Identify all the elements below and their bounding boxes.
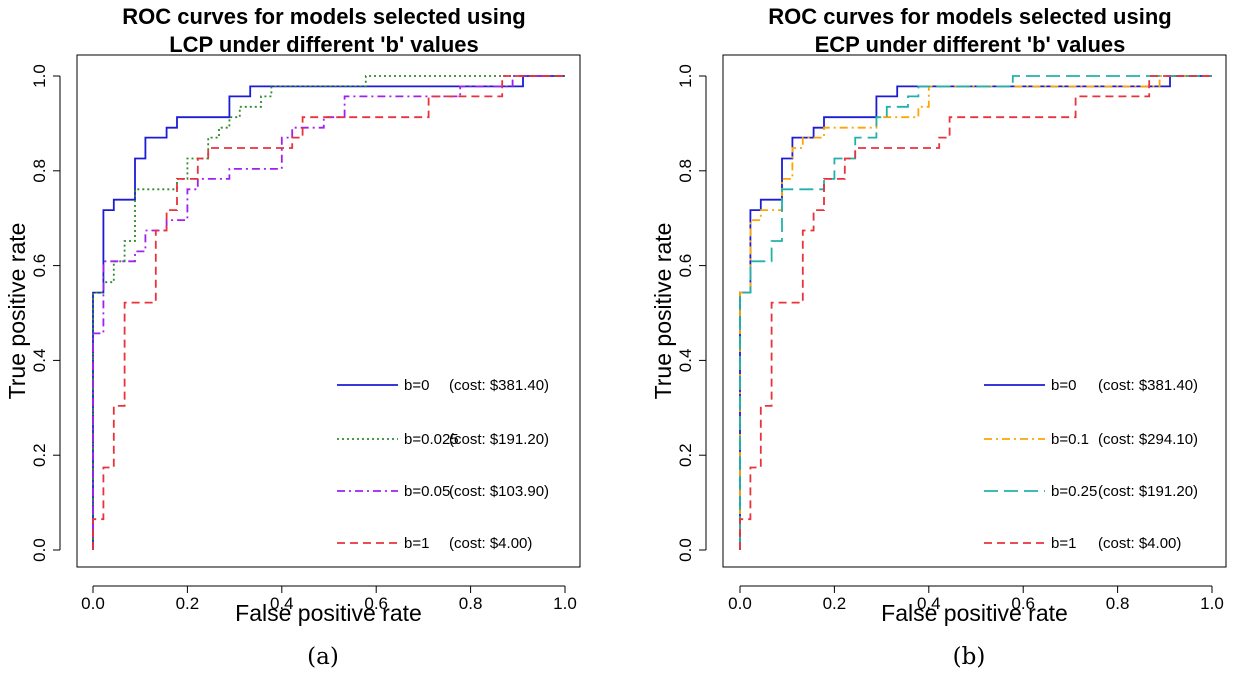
x-tick-label: 0.6 [1011,594,1035,613]
legend-label: b=1 [404,535,429,552]
chart-title-line-1: ROC curves for models selected using [768,4,1171,29]
x-tick-label: 0.6 [364,594,388,613]
y-tick-label: 0.6 [30,254,49,278]
legend-label: b=0.25 [1051,483,1097,500]
x-axis-title: False positive rate [235,600,422,626]
subfigure-caption: (b) [953,644,986,670]
chart-b-ecp: ROC curves for models selected using ECP … [650,4,1227,670]
legend-cost: (cost: $4.00) [449,535,532,552]
roc-curve-b-0-05 [92,75,565,550]
y-axis-title: True positive rate [4,223,30,400]
y-axis-title: True positive rate [650,223,676,400]
roc-curve-b-0 [92,75,565,550]
y-tick-label: 0.8 [30,159,49,183]
legend-label: b=0.025 [404,431,459,448]
legend-cost: (cost: $294.10) [1098,431,1198,448]
legend-cost: (cost: $191.20) [449,431,549,448]
y-tick-label: 0.4 [30,349,49,373]
roc-curve-b-1 [739,75,1212,550]
legend-cost: (cost: $4.00) [1098,535,1181,552]
y-tick-label: 1.0 [30,64,49,88]
subfigure-caption: (a) [307,644,339,670]
roc-curve-b-0-025 [92,75,565,550]
x-tick-label: 0.0 [728,594,752,613]
x-tick-label: 1.0 [553,594,577,613]
roc-curve-b-0-25 [739,75,1212,550]
y-tick-label: 0.4 [676,349,695,373]
x-tick-label: 0.4 [270,594,294,613]
chart-title-line-1: ROC curves for models selected using [122,4,525,29]
legend-label: b=0 [1051,377,1076,394]
legend-label: b=0.05 [404,483,450,500]
chart-title-line-2: LCP under different 'b' values [169,32,479,57]
legend-cost: (cost: $381.40) [449,377,549,394]
roc-curve-b-0 [739,75,1212,550]
x-tick-label: 0.0 [81,594,105,613]
roc-curve-b-0-1 [739,75,1212,550]
x-tick-label: 1.0 [1200,594,1224,613]
plot-frame [722,54,1227,568]
y-tick-label: 0.0 [676,538,695,562]
x-tick-label: 0.4 [917,594,941,613]
legend-label: b=0 [404,377,429,394]
x-axis-title: False positive rate [881,600,1068,626]
legend-cost: (cost: $103.90) [449,483,549,500]
roc-curve-b-1 [92,75,565,550]
legend-label: b=1 [1051,535,1076,552]
y-tick-label: 0.2 [30,443,49,467]
x-tick-label: 0.2 [823,594,847,613]
y-tick-label: 0.8 [676,159,695,183]
y-tick-label: 0.2 [676,443,695,467]
legend-cost: (cost: $191.20) [1098,483,1198,500]
chart-a-lcp: ROC curves for models selected using LCP … [4,4,581,670]
x-tick-label: 0.8 [459,594,483,613]
y-tick-label: 0.6 [676,254,695,278]
legend-label: b=0.1 [1051,431,1089,448]
plot-frame [76,54,581,568]
y-tick-label: 0.0 [30,538,49,562]
x-tick-label: 0.2 [176,594,200,613]
legend-cost: (cost: $381.40) [1098,377,1198,394]
x-tick-label: 0.8 [1106,594,1130,613]
chart-title-line-2: ECP under different 'b' values [815,32,1126,57]
y-tick-label: 1.0 [676,64,695,88]
